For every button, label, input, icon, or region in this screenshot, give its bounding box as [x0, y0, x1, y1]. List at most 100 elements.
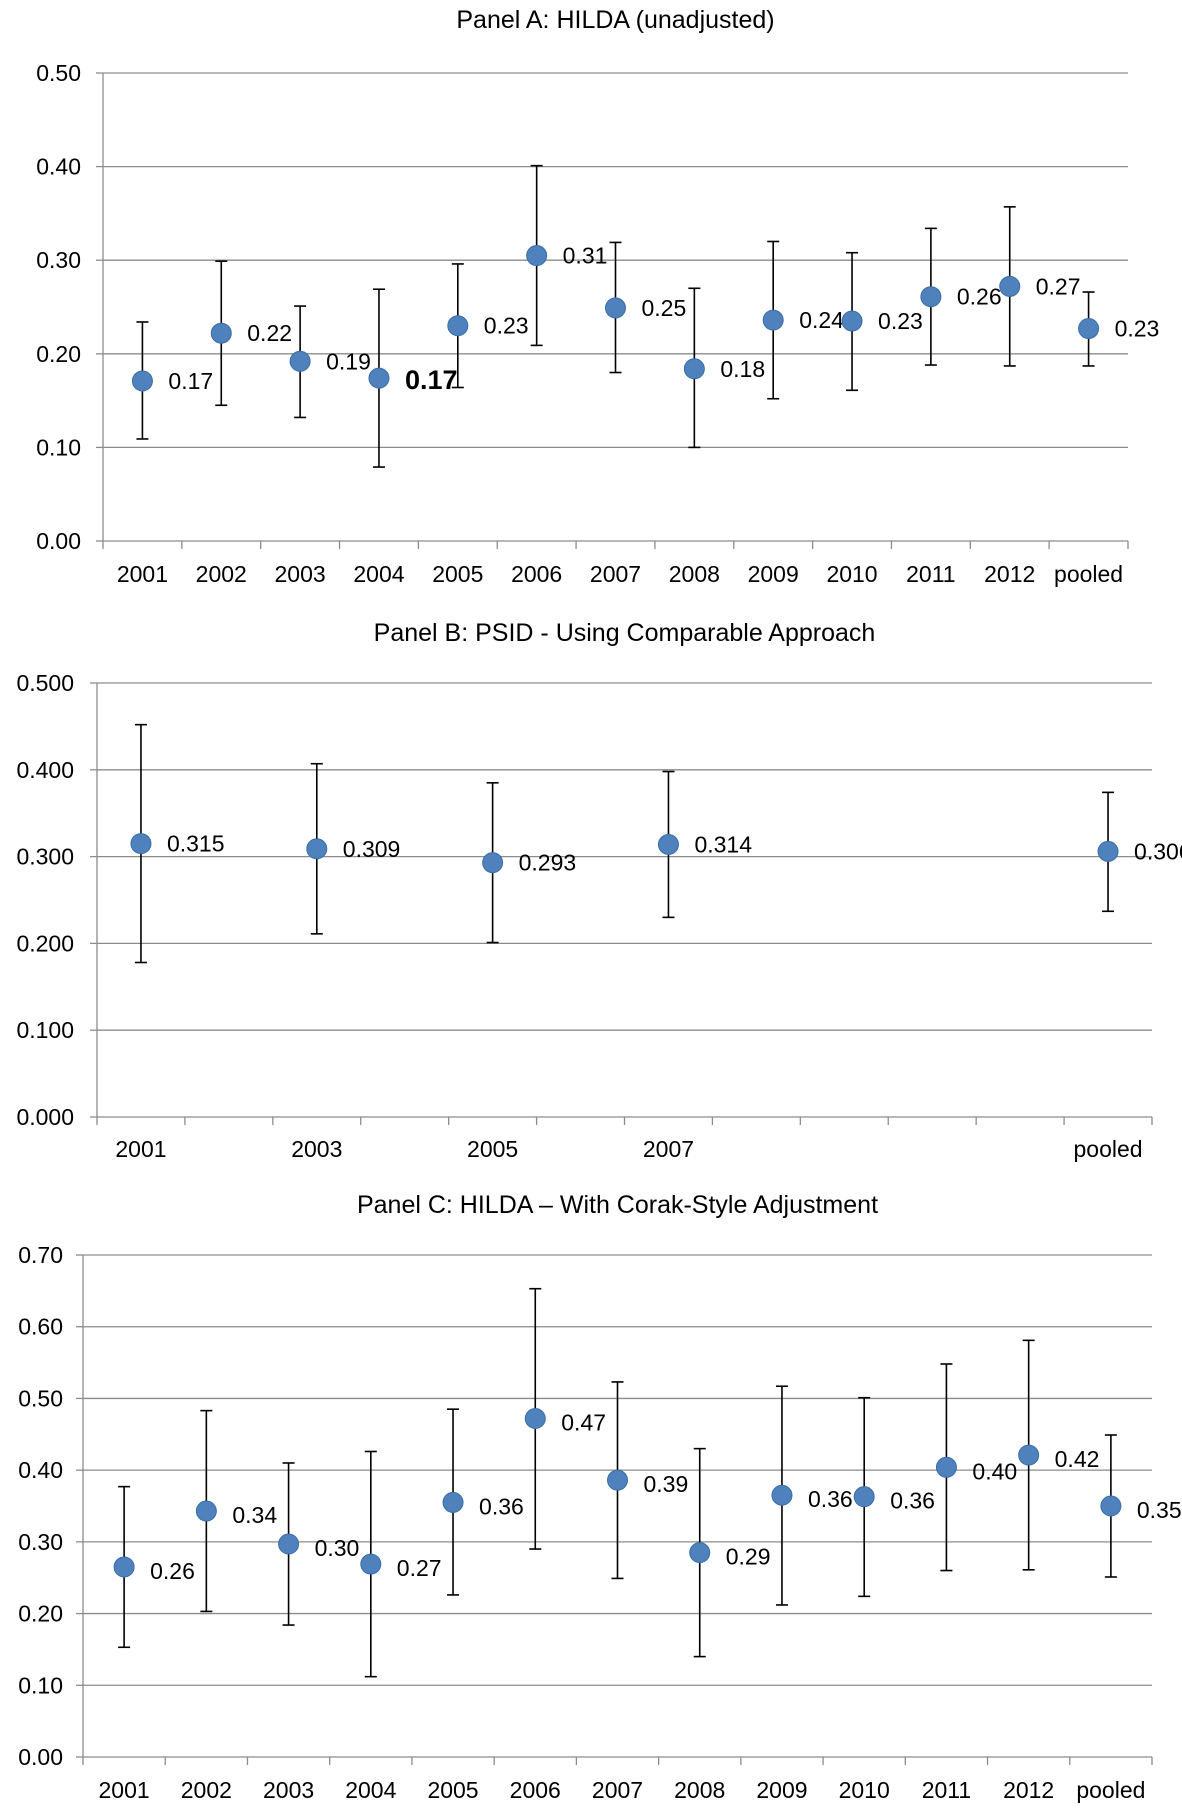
- x-tick-label: 2012: [1003, 1777, 1054, 1803]
- data-label: 0.47: [561, 1410, 606, 1436]
- data-point: [113, 1556, 135, 1578]
- data-point: [482, 852, 504, 874]
- data-label: 0.36: [890, 1488, 935, 1514]
- data-label: 0.40: [972, 1458, 1017, 1484]
- y-tick-label: 0.400: [16, 757, 74, 783]
- x-tick-label: 2003: [263, 1777, 314, 1803]
- data-label: 0.30: [315, 1535, 360, 1561]
- data-label: 0.18: [720, 356, 765, 382]
- data-label: 0.306: [1134, 838, 1182, 864]
- data-point: [289, 350, 311, 372]
- data-label: 0.315: [167, 831, 225, 857]
- x-tick-label: 2010: [826, 561, 877, 587]
- data-point: [1018, 1444, 1040, 1466]
- data-label: 0.26: [150, 1558, 195, 1584]
- x-tick-label: pooled: [1074, 1136, 1143, 1162]
- x-tick-label: 2003: [275, 561, 326, 587]
- y-tick-label: 0.10: [18, 1672, 63, 1698]
- panel-title: Panel B: PSID - Using Comparable Approac…: [374, 619, 876, 647]
- y-tick-label: 0.30: [18, 1529, 63, 1555]
- data-point: [605, 297, 626, 319]
- data-label: 0.35: [1137, 1497, 1182, 1523]
- data-label: 0.309: [343, 836, 401, 862]
- y-tick-label: 0.300: [16, 844, 74, 870]
- data-label: 0.22: [247, 320, 292, 346]
- data-point: [1078, 318, 1100, 340]
- data-label: 0.26: [957, 284, 1002, 310]
- data-label: 0.34: [232, 1502, 277, 1528]
- y-tick-label: 0.40: [36, 154, 81, 180]
- x-tick-label: 2012: [984, 561, 1035, 587]
- data-point: [657, 833, 679, 855]
- y-tick-label: 0.20: [18, 1601, 63, 1627]
- data-point: [607, 1469, 628, 1491]
- data-point: [1100, 1495, 1122, 1517]
- data-label: 0.27: [397, 1555, 442, 1581]
- data-label: 0.19: [326, 348, 371, 374]
- data-label: 0.25: [642, 295, 687, 321]
- data-label: 0.23: [1115, 316, 1160, 342]
- x-tick-label: pooled: [1076, 1777, 1145, 1803]
- x-tick-label: 2008: [674, 1777, 725, 1803]
- data-label: 0.17: [168, 368, 213, 394]
- data-label: 0.23: [878, 308, 923, 334]
- panel-title: Panel A: HILDA (unadjusted): [456, 6, 774, 34]
- x-tick-label: pooled: [1054, 561, 1123, 587]
- x-tick-label: 2009: [748, 561, 799, 587]
- data-label: 0.39: [644, 1471, 689, 1497]
- data-point: [195, 1500, 217, 1522]
- y-tick-label: 0.00: [18, 1744, 63, 1770]
- x-tick-label: 2007: [592, 1777, 643, 1803]
- x-tick-label: 2006: [511, 561, 562, 587]
- data-point: [841, 310, 863, 332]
- x-tick-label: 2007: [643, 1136, 694, 1162]
- x-tick-label: 2004: [345, 1777, 396, 1803]
- data-point: [683, 358, 705, 380]
- data-point: [442, 1491, 464, 1513]
- data-label: 0.29: [726, 1544, 771, 1570]
- data-point: [368, 367, 390, 389]
- x-tick-label: 2001: [117, 561, 168, 587]
- x-tick-label: 2008: [669, 561, 720, 587]
- data-label: 0.17: [405, 365, 458, 395]
- data-point: [762, 309, 784, 331]
- data-point: [935, 1456, 957, 1478]
- x-tick-label: 2001: [99, 1777, 150, 1803]
- data-label: 0.36: [808, 1486, 853, 1512]
- data-label: 0.31: [563, 243, 608, 269]
- x-tick-label: 2005: [432, 561, 483, 587]
- x-tick-label: 2003: [291, 1136, 342, 1162]
- x-tick-label: 2011: [922, 1777, 971, 1803]
- data-label: 0.23: [484, 313, 529, 339]
- x-tick-label: 2002: [181, 1777, 232, 1803]
- y-tick-label: 0.100: [16, 1017, 74, 1043]
- data-label: 0.36: [479, 1493, 524, 1519]
- x-tick-label: 2004: [353, 561, 404, 587]
- data-point: [853, 1486, 875, 1508]
- data-point: [999, 275, 1021, 297]
- x-tick-label: 2005: [467, 1136, 518, 1162]
- data-label: 0.27: [1036, 273, 1081, 299]
- x-tick-label: 2010: [839, 1777, 890, 1803]
- x-tick-label: 2011: [906, 561, 955, 587]
- data-point: [524, 1408, 546, 1430]
- data-point: [360, 1553, 382, 1575]
- data-point: [306, 838, 328, 860]
- x-tick-label: 2002: [196, 561, 247, 587]
- x-tick-label: 2009: [756, 1777, 807, 1803]
- data-point: [447, 315, 469, 337]
- data-point: [131, 370, 153, 392]
- data-label: 0.293: [519, 850, 577, 876]
- y-tick-label: 0.50: [36, 60, 81, 86]
- data-label: 0.42: [1055, 1446, 1100, 1472]
- x-tick-label: 2001: [115, 1136, 166, 1162]
- data-point: [689, 1542, 711, 1564]
- x-tick-label: 2005: [427, 1777, 478, 1803]
- y-tick-label: 0.40: [18, 1457, 63, 1483]
- x-tick-label: 2007: [590, 561, 641, 587]
- y-tick-label: 0.70: [18, 1242, 63, 1268]
- data-point: [1097, 840, 1119, 862]
- y-tick-label: 0.200: [16, 930, 74, 956]
